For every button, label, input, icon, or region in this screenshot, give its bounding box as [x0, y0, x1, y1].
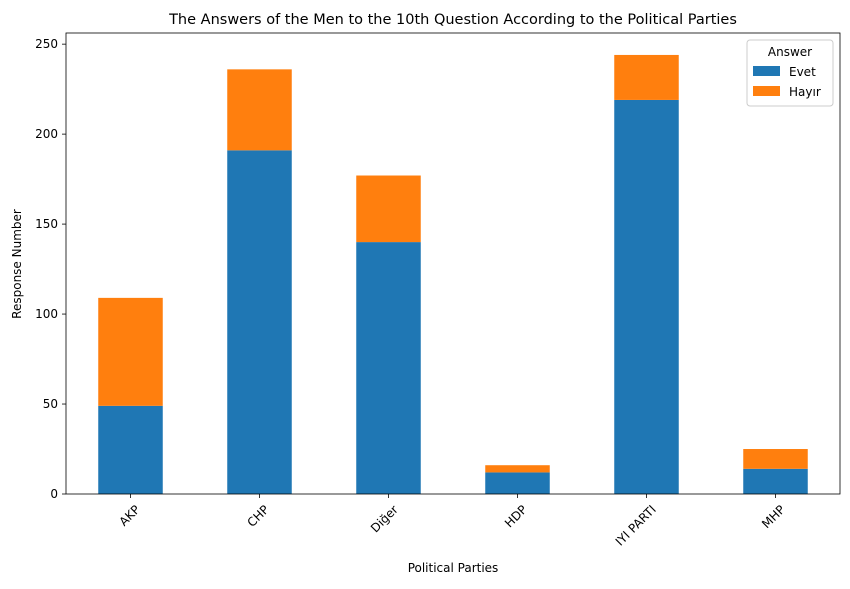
legend-label: Hayır [789, 85, 821, 99]
x-tick-label: AKP [116, 502, 142, 528]
bar-hay-r-hdp [485, 465, 550, 472]
bar-hay-r-mhp [743, 449, 808, 469]
legend-swatch [753, 66, 780, 76]
legend-label: Evet [789, 65, 816, 79]
bar-evet-hdp [485, 472, 550, 494]
x-tick-label: Diğer [368, 502, 401, 535]
y-tick-label: 100 [35, 307, 58, 321]
bar-hay-r-chp [227, 69, 292, 150]
bar-evet-iyi-parti [614, 100, 679, 494]
y-tick-label: 0 [50, 487, 58, 501]
x-tick-label: IYI PARTI [613, 502, 659, 548]
x-axis-label: Political Parties [408, 561, 499, 575]
y-tick-label: 200 [35, 127, 58, 141]
bar-evet-mhp [743, 469, 808, 494]
plot-frame [66, 33, 840, 494]
bar-hay-r-akp [98, 298, 163, 406]
legend-swatch [753, 86, 780, 96]
chart-title: The Answers of the Men to the 10th Quest… [168, 12, 737, 28]
y-tick-label: 150 [35, 217, 58, 231]
x-tick-label: HDP [502, 502, 530, 530]
legend: Answer Evet Hayır [747, 40, 833, 106]
bar-evet-chp [227, 150, 292, 494]
x-tick-label: MHP [759, 502, 788, 531]
bar-evet-di-er [356, 242, 421, 494]
y-axis-label: Response Number [10, 209, 24, 319]
bar-evet-akp [98, 406, 163, 494]
legend-title: Answer [768, 45, 812, 59]
plot-area: 0 50 100 150 200 250 AKP CHP Diğer HDP IYI PARTI MH… [35, 33, 840, 549]
y-tick-label: 50 [43, 397, 58, 411]
bar-hay-r-di-er [356, 176, 421, 243]
x-tick-label: CHP [245, 502, 272, 529]
bar-hay-r-iyi-parti [614, 55, 679, 100]
y-tick-label: 250 [35, 37, 58, 51]
